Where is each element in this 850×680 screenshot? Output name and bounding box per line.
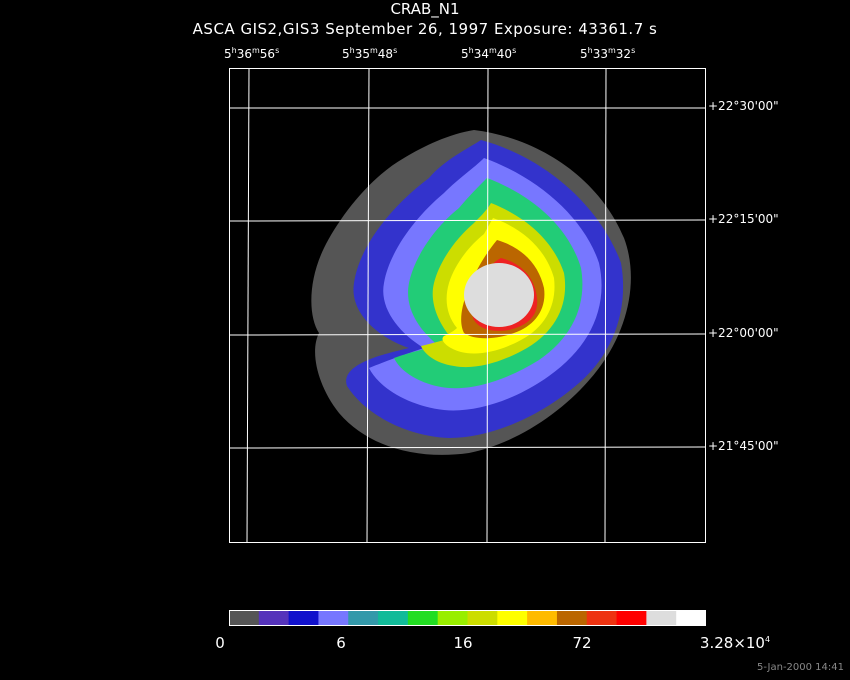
colorbar-segment xyxy=(467,610,498,626)
colorbar-segment xyxy=(348,610,379,626)
colorbar-segment xyxy=(676,610,706,626)
ra-grid-line xyxy=(366,68,370,543)
colorbar-segment xyxy=(407,610,439,626)
colorbar-segment xyxy=(318,610,349,626)
colorbar-segment xyxy=(646,610,677,626)
exposure-map-image xyxy=(311,130,631,455)
ra-label-2: 5h35m48s xyxy=(342,46,398,61)
dec-grid-line xyxy=(229,219,706,222)
ra-label-3: 5h34m40s xyxy=(461,46,517,61)
dec-label-3: +22°00'00" xyxy=(708,326,779,340)
ra-grid-line xyxy=(246,68,250,543)
ra-label-4: 5h33m32s xyxy=(580,46,636,61)
colorbar-segment xyxy=(229,610,260,626)
dec-label-2: +22°15'00" xyxy=(708,212,779,226)
image-title: CRAB_N1 xyxy=(390,0,460,18)
dec-grid-line xyxy=(229,446,706,449)
colorbar-frame xyxy=(229,610,706,626)
colorbar-segment xyxy=(556,610,588,626)
colorbar xyxy=(229,610,706,626)
colorbar-tick-label: 6 xyxy=(336,634,346,652)
colorbar-tick-label: 16 xyxy=(453,634,473,652)
colorbar-segment xyxy=(616,610,647,626)
ra-grid-line xyxy=(604,68,607,543)
colorbar-segment xyxy=(378,610,409,626)
colorbar-segment xyxy=(437,610,468,626)
timestamp: 5-Jan-2000 14:41 xyxy=(757,662,844,673)
dec-grid-line xyxy=(229,333,706,336)
dec-label-4: +21°45'00" xyxy=(708,439,779,453)
colorbar-segment xyxy=(497,610,528,626)
colorbar-segment xyxy=(288,610,319,626)
colorbar-tick-label-max: 3.28×104 xyxy=(699,634,771,652)
coordinate-grid xyxy=(229,68,706,543)
image-subtitle: ASCA GIS2,GIS3 September 26, 1997 Exposu… xyxy=(192,20,658,38)
dec-label-1: +22°30'00" xyxy=(708,99,779,113)
ra-grid-line xyxy=(486,68,489,543)
exposure-map-plot xyxy=(229,68,706,543)
colorbar-tick-label: 72 xyxy=(572,634,592,652)
colorbar-tick-label: 0 xyxy=(215,634,225,652)
colorbar-segment xyxy=(527,610,558,626)
colorbar-segment xyxy=(258,610,290,626)
colorbar-segment xyxy=(586,610,618,626)
ra-label-1: 5h36m56s xyxy=(224,46,280,61)
